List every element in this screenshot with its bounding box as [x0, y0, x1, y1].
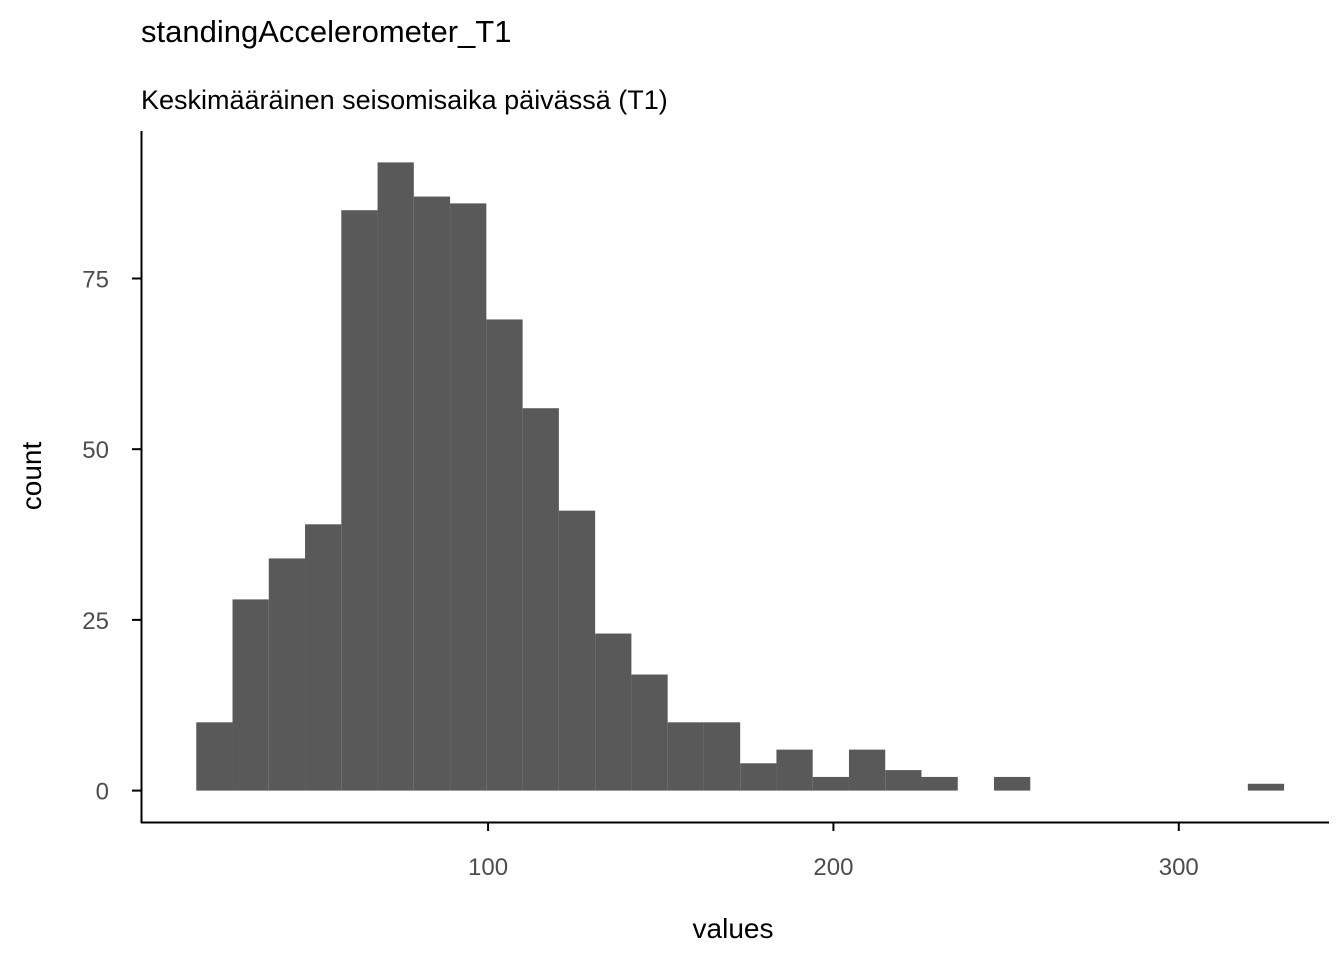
histogram-bar-10	[558, 510, 596, 791]
y-tick-label: 75	[82, 266, 109, 293]
histogram-bar-20	[921, 776, 958, 791]
x-axis-title: values	[693, 913, 774, 944]
y-tick-label: 0	[96, 779, 109, 806]
x-tick-label: 100	[468, 854, 508, 881]
histogram-bar-14	[703, 722, 741, 791]
histogram-bar-7	[450, 203, 487, 791]
histogram-bar-17	[812, 776, 849, 791]
histogram-bar-8	[486, 319, 523, 791]
x-tick-label: 300	[1159, 854, 1199, 881]
histogram-bar-21	[994, 776, 1031, 791]
chart-subtitle: Keskimääräinen seisomisaika päivässä (T1…	[141, 85, 668, 115]
histogram-bar-0	[196, 722, 233, 791]
y-axis-ticks: 0 25 50 75	[82, 266, 141, 806]
histogram-bar-5	[377, 162, 414, 791]
histogram-bar-18	[848, 749, 886, 791]
histogram-bars	[196, 162, 1285, 791]
histogram-bar-6	[413, 196, 451, 791]
x-axis-ticks: 100 200 300	[468, 822, 1199, 881]
histogram-bar-9	[522, 408, 559, 791]
x-tick-label: 200	[813, 854, 853, 881]
histogram-bar-3	[305, 524, 342, 791]
y-tick-label: 25	[82, 608, 109, 635]
chart-title: standingAccelerometer_T1	[141, 14, 511, 49]
histogram-bar-16	[776, 749, 813, 791]
histogram-bar-15	[740, 763, 777, 791]
y-axis-title: count	[16, 442, 47, 511]
histogram-bar-19	[885, 770, 922, 791]
histogram-bar-4	[341, 210, 378, 791]
histogram-bar-12	[631, 674, 668, 791]
y-tick-label: 50	[82, 437, 109, 464]
histogram-bar-11	[595, 633, 632, 791]
histogram-bar-2	[268, 558, 306, 791]
histogram-bar-1	[232, 599, 269, 791]
histogram-bar-22	[1247, 783, 1285, 791]
histogram-bar-13	[667, 722, 704, 791]
